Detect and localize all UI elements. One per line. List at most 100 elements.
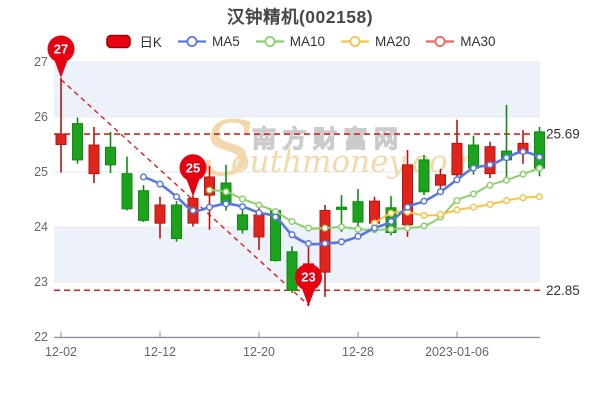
pin-tip [186, 177, 200, 197]
ma10-marker [453, 197, 461, 205]
ma5-marker [139, 173, 148, 181]
ma10-marker [519, 170, 527, 178]
candle-body [435, 174, 446, 186]
legend-item-ma10[interactable]: MA10 [255, 34, 325, 49]
candle-2023-01-05[interactable] [435, 168, 446, 191]
y-tick-label: 27 [34, 55, 48, 69]
candle-12-12[interactable] [154, 196, 166, 239]
candle-body [402, 164, 413, 226]
ma5-marker [354, 232, 362, 240]
ma5-marker [420, 197, 428, 205]
candle-12-07[interactable] [105, 131, 116, 174]
candle-12-06[interactable] [88, 126, 100, 183]
legend-label: 日K [139, 35, 162, 50]
candle-12-09[interactable] [138, 185, 149, 223]
ma10-marker [304, 224, 313, 232]
pin-label: 23 [301, 270, 315, 285]
x-tick-label: 2023-01-06 [425, 345, 489, 359]
ma10-marker [420, 222, 428, 230]
ma5-marker [519, 148, 527, 156]
y-tick-label: 22 [34, 330, 48, 344]
ma20-marker [436, 210, 445, 218]
trend-line [60, 79, 309, 306]
ma5-marker [288, 231, 296, 239]
x-tick-label: 12-28 [342, 345, 374, 359]
y-tick-label: 25 [34, 165, 48, 179]
ma10-marker [403, 224, 412, 232]
candle-12-26[interactable] [319, 205, 331, 297]
candle-body [88, 144, 100, 175]
legend-item-ma5[interactable]: MA5 [177, 34, 240, 49]
legend-item-ma20[interactable]: MA20 [340, 34, 410, 49]
pin-25: 25 [179, 154, 207, 197]
candle-body [154, 204, 166, 224]
x-tick-label: 12-20 [243, 345, 275, 359]
y-tick-label: 23 [34, 275, 48, 289]
pin-27: 27 [47, 35, 75, 78]
candle-body [72, 123, 83, 161]
ma10-marker [354, 225, 362, 233]
candle-2023-01-04[interactable] [418, 154, 430, 196]
candle-12-15[interactable] [204, 165, 215, 230]
candle-body [352, 201, 364, 223]
ma20-marker [502, 197, 511, 205]
ma5-marker [453, 176, 461, 184]
candle-12-02[interactable] [55, 77, 67, 173]
ma-line-icon [255, 35, 284, 47]
candle-2023-01-12[interactable] [517, 130, 529, 164]
candle-body [55, 133, 67, 146]
candle-2023-01-10[interactable] [484, 141, 496, 179]
ma10-marker [502, 176, 511, 184]
pin-bubble [179, 154, 207, 182]
ma5-marker [469, 164, 478, 172]
candle-body [204, 176, 215, 196]
ma10-marker [469, 190, 478, 198]
ma5-marker [321, 239, 329, 248]
ma10-marker [387, 225, 395, 233]
legend-item-日k[interactable]: 日K [104, 31, 162, 51]
candle-12-22[interactable] [286, 246, 298, 293]
candle-2023-01-06[interactable] [451, 119, 463, 181]
ma5-line [139, 148, 544, 248]
ref-line-label: 22.85 [546, 283, 580, 298]
ma10-marker [337, 223, 346, 231]
ma10-marker [238, 195, 247, 203]
ma20-marker [387, 209, 395, 217]
ma5-marker [222, 200, 230, 208]
ma20-marker [486, 200, 494, 208]
legend-label: MA5 [211, 33, 240, 49]
ma20-marker [519, 194, 527, 202]
legend-item-ma30[interactable]: MA30 [425, 33, 496, 49]
kline-swatch-icon [106, 34, 132, 48]
watermark-cjk: 南方财富网 [252, 125, 405, 153]
pin-label: 25 [186, 160, 200, 175]
candle-body [237, 214, 248, 231]
ref-line-label: 25.69 [546, 127, 580, 142]
pin-bubble [47, 35, 75, 63]
y-tick-label: 26 [34, 110, 48, 124]
candle-12-08[interactable] [121, 156, 133, 211]
legend-label: MA30 [460, 33, 496, 49]
ma5-marker [156, 180, 164, 188]
ma5-marker [255, 209, 263, 217]
ma5-marker [502, 154, 511, 162]
candle-body [138, 190, 149, 221]
candle-body [253, 214, 265, 238]
candle-body [451, 142, 463, 176]
chart-legend: 日K MA5 MA10 MA20 MA30 [0, 31, 600, 51]
candle-12-05[interactable] [72, 117, 83, 164]
ma5-marker [271, 213, 280, 221]
candle-body [336, 206, 347, 210]
ma-line-icon [426, 35, 455, 47]
ma5-marker [172, 193, 181, 201]
candle-body [534, 131, 545, 169]
candle-body [121, 173, 133, 210]
ma5-marker [436, 188, 445, 196]
x-tick-label: 12-02 [45, 345, 77, 359]
ma10-marker [288, 217, 296, 226]
candle-body [105, 146, 116, 166]
candle-12-19[interactable] [237, 207, 248, 234]
candle-12-13[interactable] [171, 201, 182, 242]
